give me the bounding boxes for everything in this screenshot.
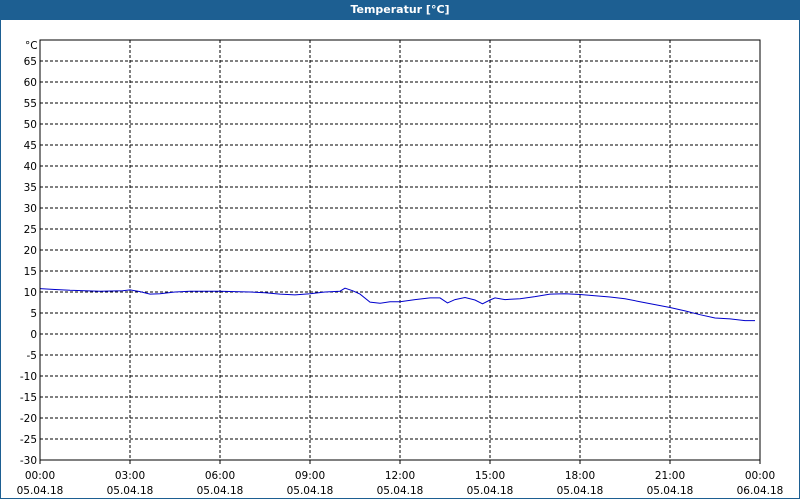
x-tick-date-label: 05.04.18: [17, 485, 64, 497]
x-tick-time-label: 18:00: [565, 470, 595, 482]
y-tick-label: -15: [20, 392, 37, 404]
x-tick-date-label: 05.04.18: [107, 485, 154, 497]
y-tick-labels: -30 -25 -20 -15 -10 -5 0 5 10 15 20 25 30 35 40 45 50 55 6…: [20, 56, 37, 467]
x-tick-date-label: 05.04.18: [557, 485, 604, 497]
y-tick-label: 25: [24, 224, 37, 236]
y-tick-label: -5: [27, 350, 37, 362]
x-tick-date-label: 05.04.18: [197, 485, 244, 497]
y-tick-label: 35: [24, 182, 37, 194]
y-tick-label: 15: [24, 266, 37, 278]
y-tick-label: 30: [24, 203, 37, 215]
chart-title: Temperatur [°C]: [350, 3, 450, 16]
x-tick-date-label: 05.04.18: [647, 485, 694, 497]
y-tick-label: 65: [24, 56, 37, 68]
y-tick-label: 55: [24, 98, 37, 110]
y-tick-label: 5: [30, 308, 37, 320]
x-tick-time-label: 00:00: [745, 470, 775, 482]
x-tick-date-label: 05.04.18: [287, 485, 334, 497]
x-tick-date-label: 05.04.18: [377, 485, 424, 497]
x-tick-time-label: 12:00: [385, 470, 415, 482]
y-tick-label: 40: [24, 161, 37, 173]
x-tick-time-label: 00:00: [25, 470, 55, 482]
series-group: [39, 287, 755, 322]
x-tick-date-label: 06.04.18: [737, 485, 784, 497]
x-tick-time-label: 09:00: [295, 470, 325, 482]
y-tick-label: 45: [24, 140, 37, 152]
y-tick-label: -30: [20, 455, 37, 467]
y-tick-label: -20: [20, 413, 37, 425]
x-tick-labels: 00:00 05.04.18 03:00 05.04.18 06:00 05.04.18 0…: [17, 470, 784, 497]
x-tick-time-label: 03:00: [115, 470, 145, 482]
chart-title-bar: Temperatur [°C]: [0, 0, 800, 20]
plot-area-border: [39, 39, 761, 461]
y-tick-label: 60: [24, 77, 37, 89]
y-tick-label: 50: [24, 119, 37, 131]
x-tick-time-label: 15:00: [475, 470, 505, 482]
y-axis-unit-label: °C: [25, 40, 38, 52]
y-tick-label: 20: [24, 245, 37, 257]
temperature-series-line: [39, 287, 755, 322]
grid-lines: [39, 39, 761, 464]
y-tick-label: -10: [20, 371, 37, 383]
y-tick-label: 10: [24, 287, 37, 299]
x-tick-date-label: 05.04.18: [467, 485, 514, 497]
x-tick-time-label: 06:00: [205, 470, 235, 482]
x-tick-time-label: 21:00: [655, 470, 685, 482]
y-tick-label: 0: [30, 329, 37, 341]
y-tick-label: -25: [20, 434, 37, 446]
